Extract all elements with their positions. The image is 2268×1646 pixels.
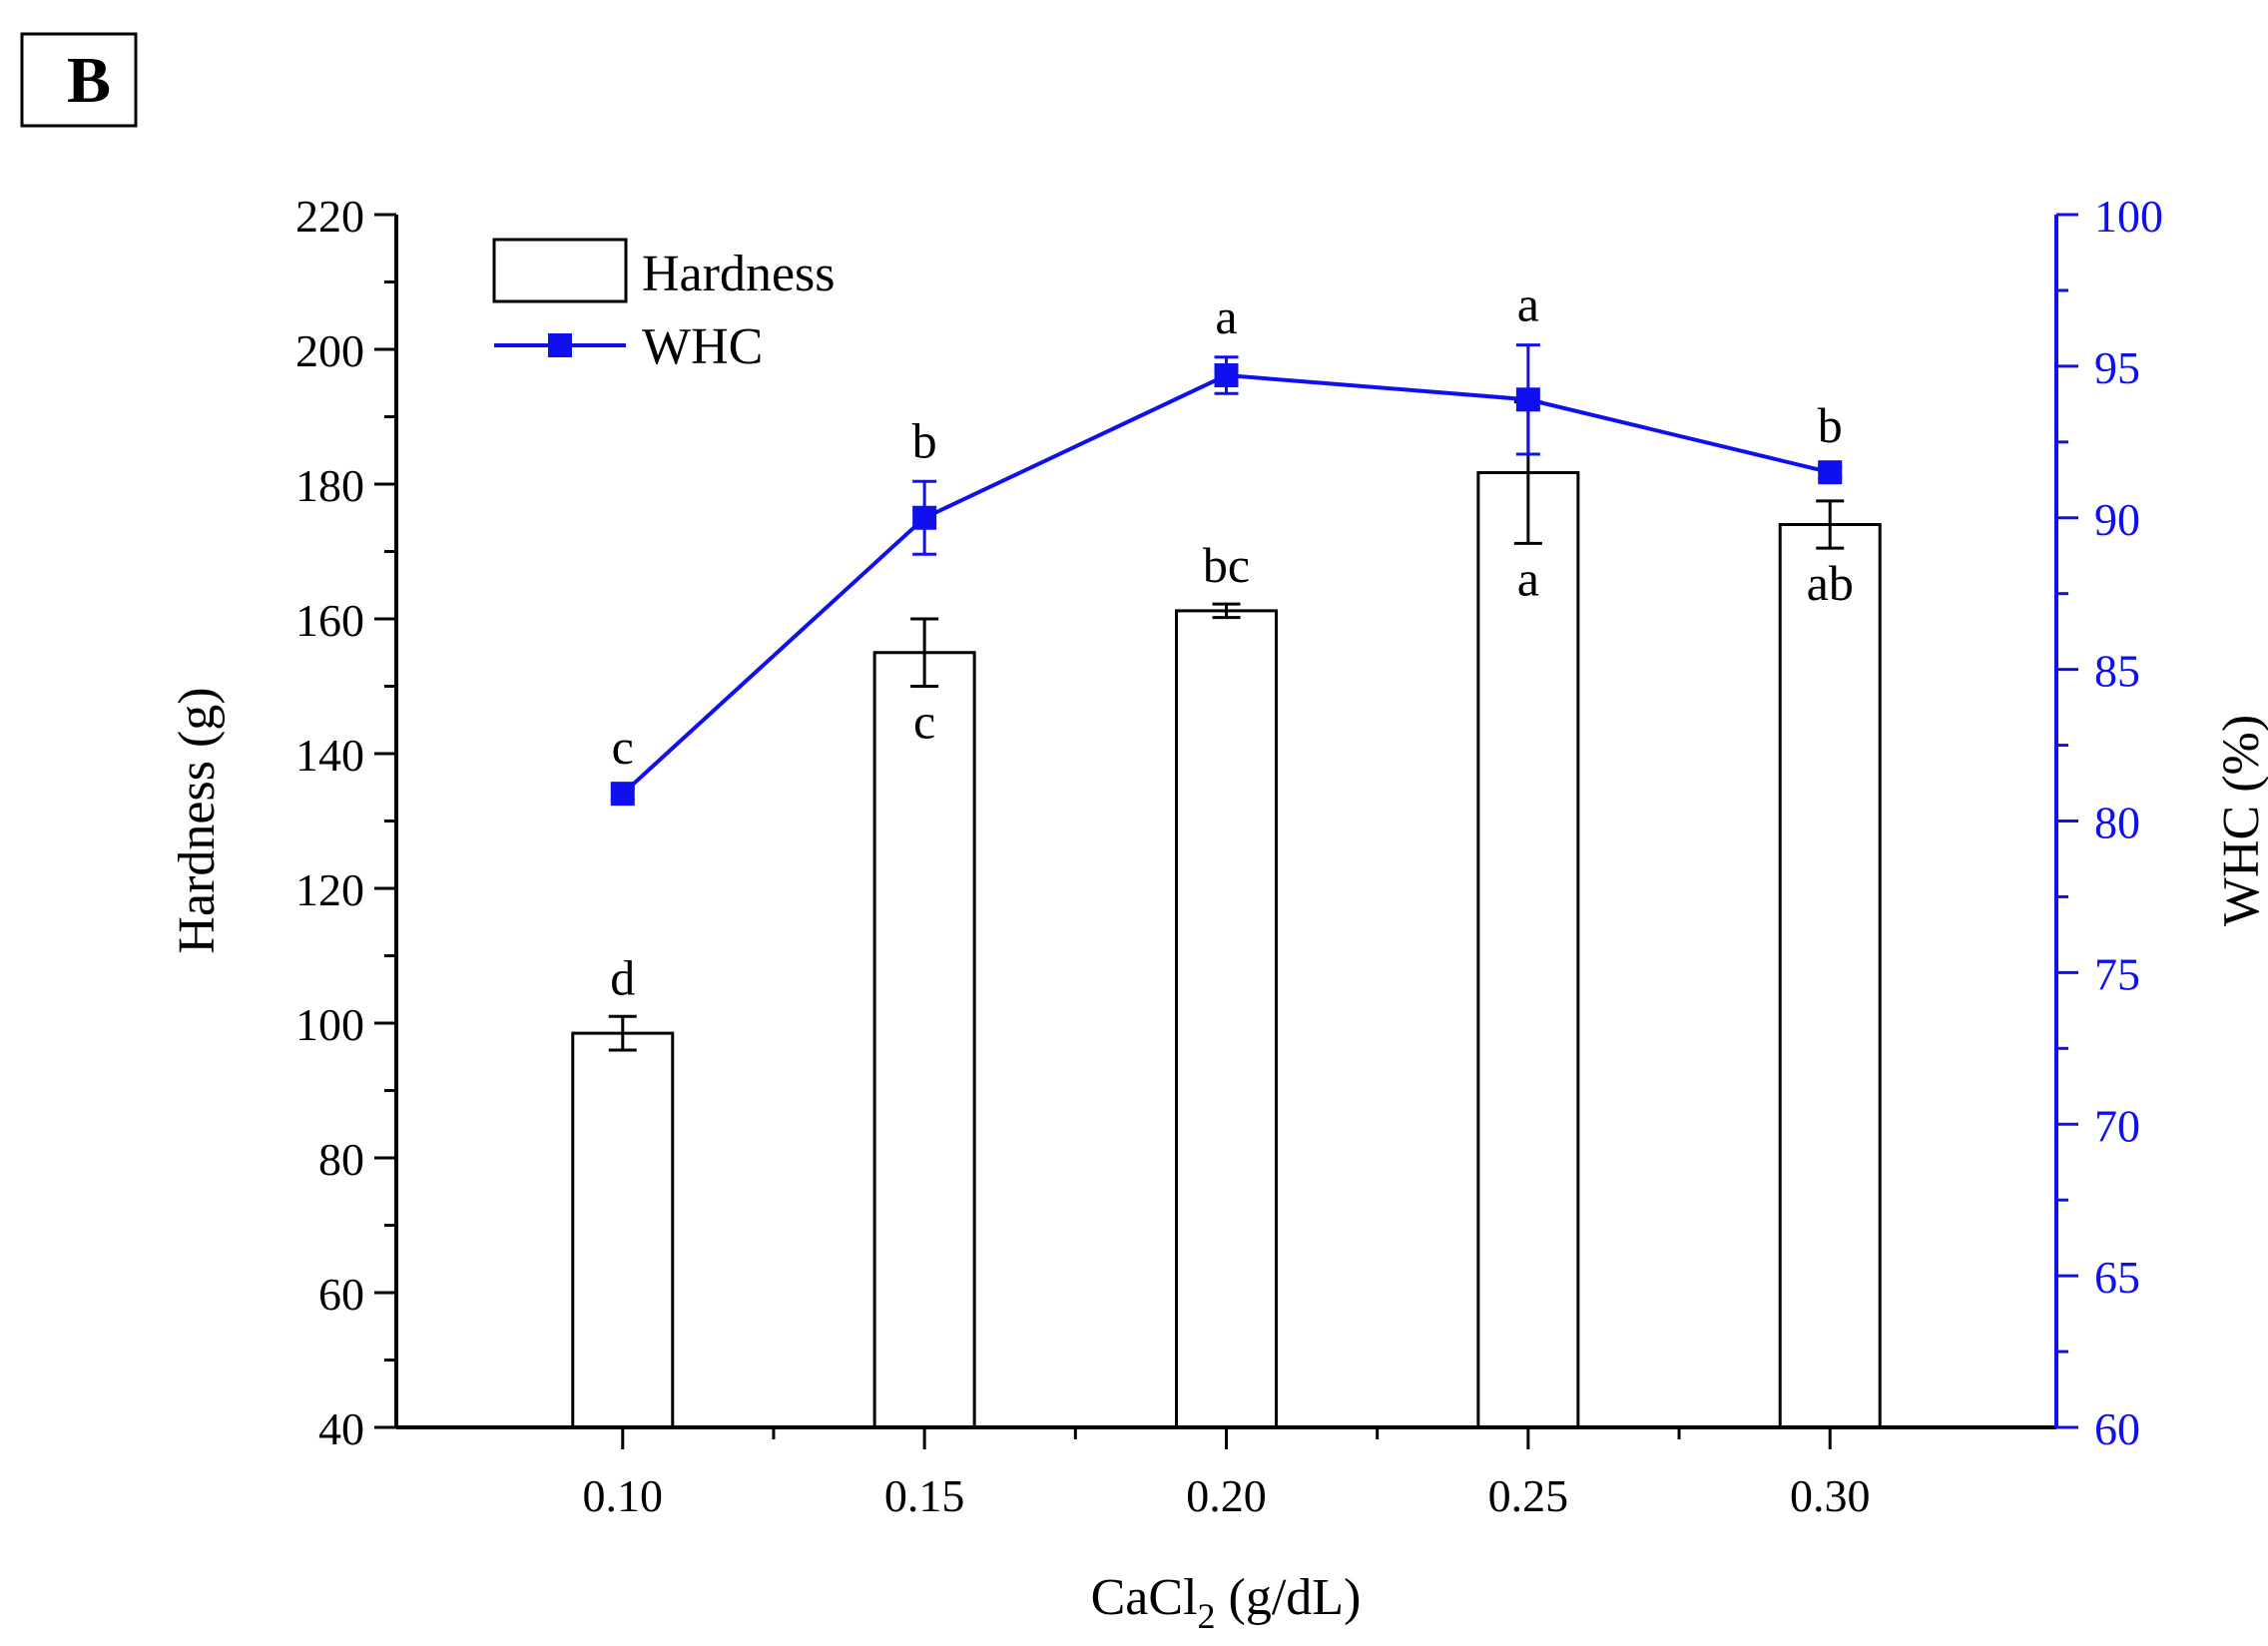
hardness-significance-label: a <box>1517 550 1539 606</box>
whc-significance-label: b <box>1818 397 1843 453</box>
whc-point <box>1515 387 1540 412</box>
hardness-significance-label: d <box>610 949 635 1005</box>
panel-label-box <box>20 32 138 128</box>
x-axis-title-suffix: (g/dL) <box>1216 1569 1362 1626</box>
hardness-significance-label: c <box>913 694 935 750</box>
right-axis-ticks: 60 65 70 75 80 85 90 95 100 <box>2056 191 2163 1454</box>
left-axis-ticks: 40 60 80 100 120 140 160 180 200 220 <box>295 191 396 1454</box>
left-tick-label: 80 <box>318 1134 364 1185</box>
right-tick-label: 65 <box>2094 1252 2140 1303</box>
right-axis-title: WHC (%) <box>2213 715 2268 926</box>
left-tick-label: 140 <box>295 730 364 781</box>
right-tick-label: 85 <box>2094 646 2140 697</box>
left-tick-label: 160 <box>295 595 364 646</box>
panel-label-text: B <box>67 44 111 117</box>
whc-point <box>1818 460 1843 485</box>
x-axis-title: CaCl2 (g/dL) <box>1091 1569 1362 1636</box>
whc-line: c b a a b <box>610 276 1843 807</box>
right-tick-label: 75 <box>2094 948 2140 999</box>
legend-whc-marker <box>548 333 572 357</box>
right-tick-label: 60 <box>2094 1403 2140 1454</box>
right-tick-label: 95 <box>2094 342 2140 393</box>
whc-significance-label: c <box>612 719 634 775</box>
right-tick-label: 70 <box>2094 1100 2140 1151</box>
right-tick-label: 90 <box>2094 494 2140 545</box>
panel-label: B <box>20 32 138 128</box>
whc-point <box>912 505 937 530</box>
whc-point <box>1214 362 1239 387</box>
left-tick-label: 200 <box>295 325 364 376</box>
legend-hardness-label: Hardness <box>642 246 836 302</box>
hardness-bar <box>1778 523 1882 1429</box>
right-tick-label: 80 <box>2094 798 2140 848</box>
left-tick-label: 120 <box>295 864 364 915</box>
hardness-bar <box>1175 609 1278 1429</box>
right-tick-label: 100 <box>2094 191 2163 242</box>
left-tick-label: 220 <box>295 191 364 242</box>
hardness-bar <box>872 651 976 1429</box>
left-axis-title: Hardness (g) <box>169 687 226 953</box>
left-tick-label: 100 <box>295 999 364 1050</box>
left-tick-label: 60 <box>318 1269 364 1320</box>
x-axis-ticks: 0.10 0.15 0.20 0.25 0.30 <box>583 1427 1871 1521</box>
hardness-bar <box>1476 471 1580 1429</box>
whc-significance-label: a <box>1215 288 1237 344</box>
hardness-significance-label: bc <box>1203 537 1250 593</box>
x-tick-label: 0.15 <box>884 1470 965 1521</box>
x-tick-label: 0.10 <box>583 1470 664 1521</box>
whc-significance-label: b <box>912 412 937 468</box>
hardness-significance-label: ab <box>1807 555 1854 611</box>
x-axis-title-main: CaCl <box>1091 1569 1198 1626</box>
legend-hardness-swatch <box>492 238 628 303</box>
x-axis-title-subscript: 2 <box>1198 1596 1216 1636</box>
left-tick-label: 40 <box>318 1403 364 1454</box>
legend: Hardness WHC <box>492 238 836 375</box>
x-tick-label: 0.20 <box>1186 1470 1267 1521</box>
whc-significance-label: a <box>1517 276 1539 332</box>
x-tick-label: 0.25 <box>1488 1470 1569 1521</box>
legend-whc-label: WHC <box>642 318 763 375</box>
x-tick-label: 0.30 <box>1790 1470 1871 1521</box>
hardness-bar <box>571 1031 675 1429</box>
whc-point <box>610 782 635 807</box>
left-tick-label: 180 <box>295 460 364 511</box>
